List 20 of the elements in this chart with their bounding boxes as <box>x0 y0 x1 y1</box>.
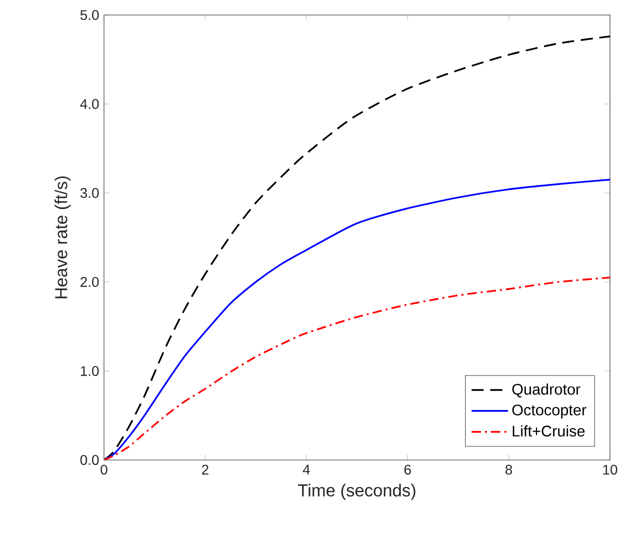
y-axis-title: Heave rate (ft/s) <box>54 176 71 298</box>
legend-label: Lift+Cruise <box>512 425 585 437</box>
x-tick-label: 4 <box>302 464 310 474</box>
x-tick-label: 8 <box>506 464 512 475</box>
x-axis-title: Time (seconds) <box>298 484 416 500</box>
legend-label: Octocopter <box>512 404 586 418</box>
x-tick-label: 10 <box>603 464 618 475</box>
line-series <box>104 35 610 460</box>
y-tick-label: 1.0 <box>80 366 99 376</box>
x-tick-label: 6 <box>404 464 411 475</box>
y-tick-label: 2.0 <box>80 277 99 287</box>
y-tick-label: 3.0 <box>80 188 99 198</box>
y-tick-label: 5.0 <box>80 10 99 20</box>
x-tick-label: 2 <box>202 464 208 474</box>
y-tick-label: 0.0 <box>80 455 99 465</box>
x-tick-label: 0 <box>100 464 108 475</box>
line-series <box>104 178 610 460</box>
line-series <box>104 276 610 460</box>
y-tick-label: 4.0 <box>80 99 99 109</box>
legend-label: Quadrotor <box>512 383 580 398</box>
